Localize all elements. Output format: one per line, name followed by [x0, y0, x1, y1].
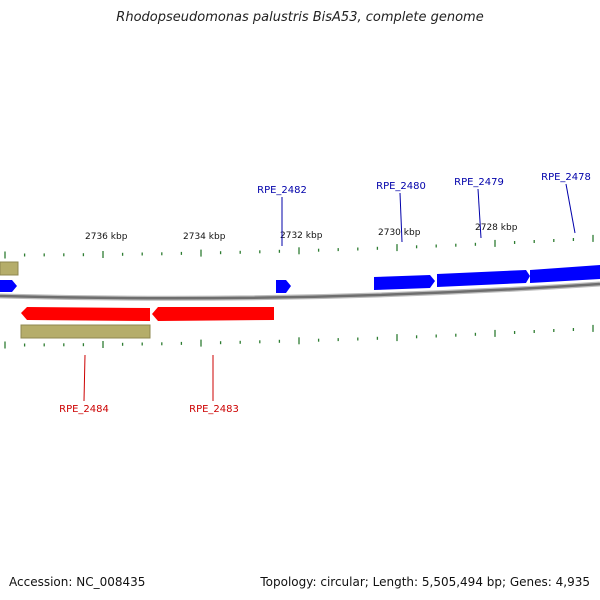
forward-gene-rpe2478: [530, 265, 600, 283]
scale-label: 2736 kbp: [85, 232, 128, 242]
map-title: Rhodopseudomonas palustris BisA53, compl…: [116, 10, 484, 25]
forward-gene-rpe2479: [437, 270, 530, 287]
scale-label: 2728 kbp: [475, 223, 518, 233]
gene-label-rpe2483: RPE_2483: [189, 404, 239, 415]
feature-band-left: [0, 261, 19, 276]
reverse-gene-rpe2483: [152, 307, 274, 321]
gene-label-rpe2478: RPE_2478: [541, 172, 591, 183]
gene-label-leader: [565, 183, 576, 234]
forward-gene-edge: [0, 280, 17, 292]
genome-stats-text: Topology: circular; Length: 5,505,494 bp…: [260, 575, 590, 589]
gene-label-leader: [399, 192, 403, 243]
gene-label-rpe2484: RPE_2484: [59, 404, 109, 415]
forward-gene-rpe2480: [374, 275, 435, 290]
reverse-gene-rpe2484: [21, 307, 150, 321]
scale-label: 2730 kbp: [378, 228, 421, 238]
gene-label-rpe2480: RPE_2480: [376, 181, 426, 192]
scale-label: 2732 kbp: [280, 231, 323, 241]
gene-label-leader: [83, 354, 86, 402]
gene-label-leader: [477, 188, 482, 239]
scale-ticks-inner: [4, 324, 594, 349]
scale-ticks-outer: [4, 234, 594, 259]
forward-gene-rpe2482: [276, 280, 291, 293]
genome-backbone-core: [0, 282, 600, 300]
feature-band-lower: [20, 324, 151, 339]
gene-label-rpe2479: RPE_2479: [454, 177, 504, 188]
gene-label-rpe2482: RPE_2482: [257, 185, 307, 196]
scale-label: 2734 kbp: [183, 232, 226, 242]
accession-text: Accession: NC_008435: [9, 575, 146, 589]
